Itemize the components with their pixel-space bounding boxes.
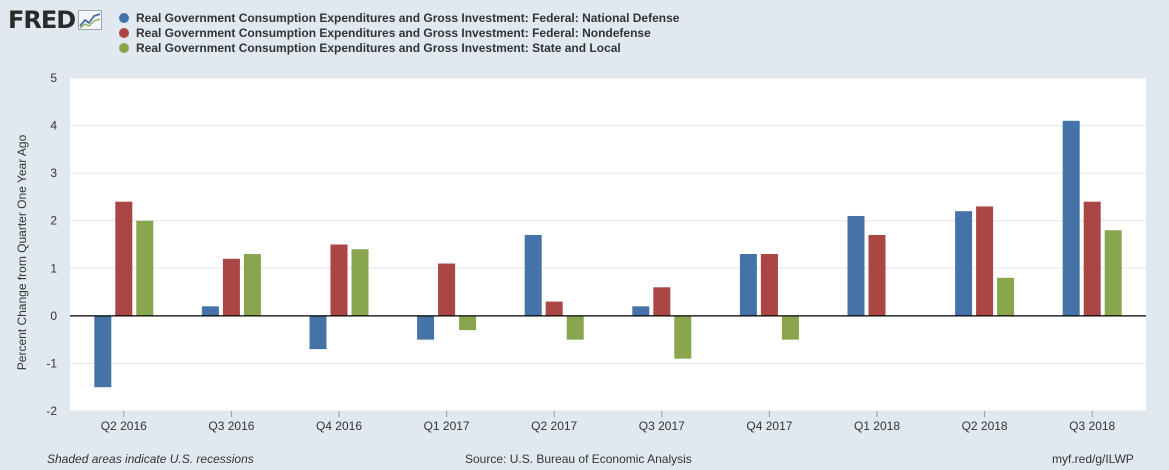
y-tick-label: -1 — [46, 356, 57, 370]
recession-note: Shaded areas indicate U.S. recessions — [47, 452, 254, 466]
y-tick-label: 1 — [50, 261, 57, 275]
bar — [438, 263, 456, 316]
short-url[interactable]: myf.red/g/ILWP — [1052, 452, 1134, 466]
y-axis-label: Percent Change from Quarter One Year Ago — [15, 134, 29, 370]
bar — [1104, 230, 1122, 316]
x-tick-label: Q3 2018 — [1069, 419, 1115, 433]
legend-label: Real Government Consumption Expenditures… — [136, 10, 680, 25]
y-tick-label: 2 — [50, 214, 57, 228]
bar — [632, 306, 650, 316]
x-tick-label: Q1 2017 — [424, 419, 470, 433]
legend-label: Real Government Consumption Expenditures… — [136, 25, 651, 40]
x-tick-label: Q3 2016 — [208, 419, 254, 433]
bar — [976, 206, 994, 316]
bar — [201, 306, 219, 316]
bar — [847, 215, 865, 316]
bar — [997, 277, 1015, 316]
bar — [417, 315, 435, 340]
x-tick-label: Q2 2016 — [101, 419, 147, 433]
bar — [94, 315, 112, 388]
fred-logo-text: FRED — [8, 6, 76, 34]
bar — [351, 249, 369, 316]
y-tick-label: 3 — [50, 166, 57, 180]
bar — [243, 254, 261, 316]
y-tick-label: -2 — [46, 404, 57, 418]
bar — [1062, 120, 1080, 316]
bar — [459, 315, 477, 331]
legend-item-nondefense[interactable]: Real Government Consumption Expenditures… — [119, 25, 679, 40]
bar — [545, 301, 563, 316]
bar — [309, 315, 327, 350]
bar — [524, 234, 542, 316]
legend-item-national-defense[interactable]: Real Government Consumption Expenditures… — [119, 10, 679, 25]
bar — [136, 220, 154, 316]
y-tick-label: 4 — [50, 119, 57, 133]
bar — [1083, 201, 1101, 316]
bar — [674, 315, 692, 359]
source-note: Source: U.S. Bureau of Economic Analysis — [465, 452, 692, 466]
legend-marker — [119, 42, 129, 53]
x-tick-label: Q4 2016 — [316, 419, 362, 433]
y-tick-label: 0 — [50, 309, 57, 323]
chart-trend-icon — [78, 10, 103, 30]
bar — [868, 234, 886, 316]
legend-marker — [119, 27, 129, 38]
fred-logo[interactable]: FRED — [8, 6, 103, 34]
bar — [115, 201, 133, 316]
bar — [222, 258, 240, 316]
bar — [566, 315, 584, 340]
x-tick-label: Q2 2017 — [531, 419, 577, 433]
bar — [760, 254, 778, 316]
bar — [955, 211, 973, 316]
bar — [330, 244, 348, 316]
x-tick-label: Q2 2018 — [962, 419, 1008, 433]
legend: Real Government Consumption Expenditures… — [119, 10, 679, 55]
x-tick-label: Q4 2017 — [746, 419, 792, 433]
y-tick-label: 5 — [50, 71, 57, 85]
bar — [781, 315, 799, 340]
x-tick-label: Q3 2017 — [639, 419, 685, 433]
legend-item-state-local[interactable]: Real Government Consumption Expenditures… — [119, 40, 679, 55]
legend-marker — [119, 12, 129, 23]
legend-label: Real Government Consumption Expenditures… — [136, 40, 621, 55]
x-tick-label: Q1 2018 — [854, 419, 900, 433]
bar — [739, 254, 757, 316]
bar — [653, 287, 671, 316]
